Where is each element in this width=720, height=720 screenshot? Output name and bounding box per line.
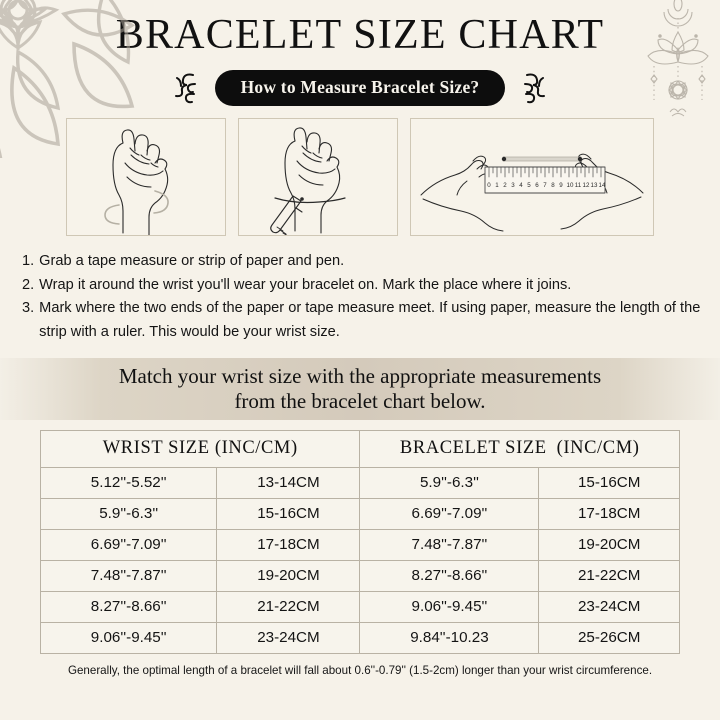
table-row: 5.9''-6.3'' 15-16CM 6.69''-7.09'' 17-18C… [39, 497, 680, 530]
cell-wrist-cm: 17-18CM [216, 528, 361, 561]
header-bracelet-size-unit: (INC/CM) [556, 437, 640, 458]
svg-text:11: 11 [575, 182, 582, 189]
cell-bracelet-cm: 21-22CM [538, 559, 680, 592]
cell-bracelet-inch: 9.06''-9.45'' [359, 590, 540, 623]
table-row: 8.27''-8.66'' 21-22CM 9.06''-9.45'' 23-2… [39, 590, 680, 623]
cell-wrist-cm: 13-14CM [216, 466, 361, 499]
svg-text:13: 13 [591, 182, 598, 189]
svg-text:9: 9 [559, 182, 563, 189]
svg-text:14: 14 [599, 182, 606, 189]
svg-text:7: 7 [543, 182, 547, 189]
step-text: Wrap it around the wrist you'll wear you… [39, 276, 572, 293]
cell-wrist-cm: 21-22CM [216, 590, 361, 623]
table-row: 7.48''-7.87'' 19-20CM 8.27''-8.66'' 21-2… [39, 559, 680, 592]
svg-text:12: 12 [583, 182, 590, 189]
svg-text:8: 8 [551, 182, 555, 189]
cell-wrist-inch: 8.27''-8.66'' [39, 590, 218, 623]
illustration-hand-marking-with-pen [238, 118, 398, 236]
cell-bracelet-inch: 9.84''-10.23 [359, 621, 540, 654]
svg-text:5: 5 [527, 182, 531, 189]
step-text: Mark where the two ends of the paper or … [39, 300, 701, 340]
table-row: 9.06''-9.45'' 23-24CM 9.84''-10.23 25-26… [39, 621, 680, 654]
svg-text:2: 2 [503, 182, 507, 189]
cell-bracelet-inch: 8.27''-8.66'' [359, 559, 540, 592]
table-row: 5.12''-5.52'' 13-14CM 5.9''-6.3'' 15-16C… [39, 466, 680, 499]
cell-wrist-inch: 9.06''-9.45'' [39, 621, 218, 654]
table-body: 5.12''-5.52'' 13-14CM 5.9''-6.3'' 15-16C… [39, 466, 680, 654]
how-to-measure-badge-row: How to Measure Bracelet Size? [0, 70, 720, 106]
bracelet-size-table: WRIST SIZE (INC/CM) BRACELET SIZE (INC/CM… [39, 429, 680, 654]
step-number: 3. [22, 300, 35, 317]
cell-bracelet-cm: 15-16CM [538, 466, 680, 499]
cell-wrist-inch: 5.9''-6.3'' [39, 497, 218, 530]
step-text: Grab a tape measure or strip of paper an… [39, 253, 345, 269]
step-item: 2. Wrap it around the wrist you'll wear … [22, 274, 702, 298]
step-item: 3. Mark where the two ends of the paper … [22, 297, 702, 344]
header-wrist-size: WRIST SIZE (INC/CM) [39, 429, 361, 468]
step-number: 1. [22, 253, 35, 269]
flourish-ornament-left-icon [174, 73, 196, 104]
cell-wrist-inch: 6.69''-7.09'' [39, 528, 218, 561]
step-item: 1. Grab a tape measure or strip of paper… [22, 250, 702, 274]
banner-line-1: Match your wrist size with the appropria… [118, 363, 602, 388]
page-title: BRACELET SIZE CHART [115, 12, 605, 58]
header-bracelet-size: BRACELET SIZE (INC/CM) [359, 429, 680, 468]
cell-bracelet-inch: 7.48''-7.87'' [359, 528, 540, 561]
table-header-row: WRIST SIZE (INC/CM) BRACELET SIZE (INC/CM… [39, 429, 680, 468]
cell-bracelet-cm: 23-24CM [538, 590, 680, 623]
header-bracelet-size-label: BRACELET SIZE [399, 437, 547, 458]
cell-wrist-cm: 19-20CM [216, 559, 361, 592]
cell-wrist-inch: 7.48''-7.87'' [39, 559, 218, 592]
banner-line-2: from the bracelet chart below. [234, 388, 486, 413]
size-table-wrap: WRIST SIZE (INC/CM) BRACELET SIZE (INC/CM… [0, 420, 720, 654]
match-size-banner: Match your wrist size with the appropria… [0, 357, 720, 420]
cell-bracelet-cm: 17-18CM [538, 497, 680, 530]
svg-text:4: 4 [519, 182, 523, 189]
cell-wrist-cm: 23-24CM [216, 621, 361, 654]
cell-bracelet-cm: 19-20CM [538, 528, 680, 561]
cell-wrist-cm: 15-16CM [216, 497, 361, 530]
cell-bracelet-inch: 5.9''-6.3'' [359, 466, 540, 499]
table-row: 6.69''-7.09'' 17-18CM 7.48''-7.87'' 19-2… [39, 528, 680, 561]
footnote-text: Generally, the optimal length of a brace… [67, 663, 653, 677]
flourish-ornament-right-icon [524, 73, 546, 104]
step-number: 2. [22, 276, 35, 293]
how-to-measure-badge: How to Measure Bracelet Size? [214, 70, 506, 106]
svg-text:6: 6 [535, 182, 539, 189]
svg-text:3: 3 [511, 182, 515, 189]
cell-wrist-inch: 5.12''-5.52'' [39, 466, 218, 499]
svg-text:0: 0 [487, 182, 491, 189]
illustration-hand-with-tape-measure [66, 118, 226, 236]
svg-text:10: 10 [567, 182, 574, 189]
cell-bracelet-cm: 25-26CM [538, 621, 680, 654]
svg-text:1: 1 [495, 182, 499, 189]
cell-bracelet-inch: 6.69''-7.09'' [359, 497, 540, 530]
measure-steps-list: 1. Grab a tape measure or strip of paper… [0, 250, 720, 345]
